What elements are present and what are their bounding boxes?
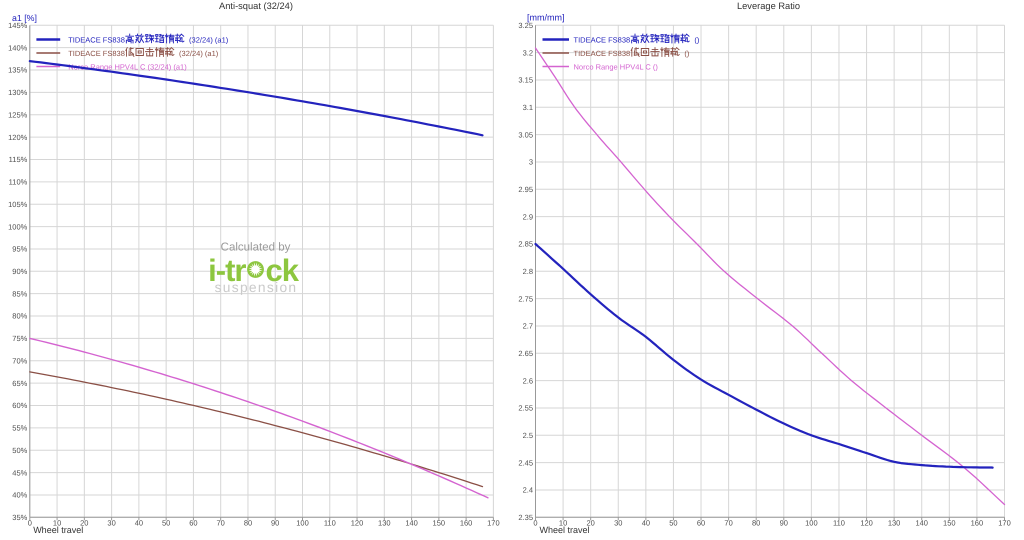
- svg-text:140%: 140%: [8, 43, 28, 52]
- svg-text:0: 0: [28, 519, 32, 528]
- svg-text:2.8: 2.8: [523, 267, 533, 276]
- svg-text:Anti-squat (32/24): Anti-squat (32/24): [219, 1, 293, 11]
- svg-text:100: 100: [296, 519, 309, 528]
- svg-text:45%: 45%: [12, 468, 27, 477]
- svg-text:2.9: 2.9: [523, 212, 533, 221]
- svg-text:TIDEACE FS838: TIDEACE FS838: [68, 35, 125, 44]
- svg-text:100: 100: [805, 519, 818, 528]
- svg-text:3.1: 3.1: [523, 103, 533, 112]
- svg-text:TIDEACE FS838: TIDEACE FS838: [574, 49, 631, 58]
- svg-text:40%: 40%: [12, 491, 27, 500]
- svg-text:2.75: 2.75: [518, 294, 533, 303]
- svg-text:3.2: 3.2: [523, 48, 533, 57]
- svg-text:150: 150: [943, 519, 956, 528]
- svg-text:(32/24) (a1): (32/24) (a1): [175, 49, 219, 58]
- svg-text:0: 0: [533, 519, 537, 528]
- svg-text:TIDEACE FS838: TIDEACE FS838: [68, 49, 125, 58]
- svg-text:2.4: 2.4: [523, 486, 533, 495]
- svg-text:50: 50: [669, 519, 677, 528]
- svg-text:a1 [%]: a1 [%]: [12, 13, 37, 23]
- svg-text:60: 60: [697, 519, 705, 528]
- svg-text:i-tr: i-tr: [208, 253, 246, 288]
- svg-text:70%: 70%: [12, 357, 27, 366]
- svg-text:50%: 50%: [12, 446, 27, 455]
- svg-text:2.35: 2.35: [518, 513, 533, 522]
- svg-text:ck: ck: [266, 253, 300, 288]
- svg-text:2.7: 2.7: [523, 322, 533, 331]
- svg-text:2.85: 2.85: [518, 240, 533, 249]
- svg-text:140: 140: [405, 519, 418, 528]
- svg-text:suspension: suspension: [215, 280, 298, 295]
- svg-text:50: 50: [162, 519, 170, 528]
- svg-text:TIDEACE FS838: TIDEACE FS838: [574, 35, 631, 44]
- svg-text:110: 110: [324, 519, 336, 528]
- svg-text:130: 130: [378, 519, 391, 528]
- svg-text:160: 160: [460, 519, 473, 528]
- svg-text:2.95: 2.95: [518, 185, 533, 194]
- svg-text:2.45: 2.45: [518, 458, 533, 467]
- svg-text:(): (): [680, 49, 690, 58]
- svg-text:2.65: 2.65: [518, 349, 533, 358]
- svg-text:120: 120: [351, 519, 364, 528]
- svg-text:80: 80: [244, 519, 252, 528]
- svg-text:2.5: 2.5: [523, 431, 533, 440]
- svg-text:75%: 75%: [12, 334, 27, 343]
- svg-text:2.6: 2.6: [523, 376, 533, 385]
- svg-text:55%: 55%: [12, 424, 27, 433]
- svg-text:135%: 135%: [8, 66, 28, 75]
- svg-text:Norco Range HPV4L C (): Norco Range HPV4L C (): [574, 62, 659, 71]
- svg-text:130: 130: [888, 519, 901, 528]
- svg-text:70: 70: [724, 519, 732, 528]
- svg-text:90%: 90%: [12, 267, 27, 276]
- svg-text:65%: 65%: [12, 379, 27, 388]
- svg-text:20: 20: [587, 519, 595, 528]
- svg-text:30: 30: [107, 519, 115, 528]
- svg-text:3: 3: [529, 158, 533, 167]
- svg-text:35%: 35%: [12, 513, 27, 522]
- svg-text:170: 170: [998, 519, 1011, 528]
- svg-text:145%: 145%: [8, 21, 28, 30]
- svg-text:Calculated by: Calculated by: [221, 242, 291, 254]
- svg-text:115%: 115%: [9, 155, 28, 164]
- svg-text:30: 30: [614, 519, 622, 528]
- svg-text:20: 20: [80, 519, 88, 528]
- svg-text:3.15: 3.15: [518, 76, 533, 85]
- svg-text:70: 70: [217, 519, 225, 528]
- svg-text:150: 150: [433, 519, 446, 528]
- svg-text:60%: 60%: [12, 401, 27, 410]
- svg-text:3.05: 3.05: [518, 130, 533, 139]
- svg-text:10: 10: [53, 519, 61, 528]
- svg-text:95%: 95%: [12, 245, 27, 254]
- svg-text:Wheel travel: Wheel travel: [33, 525, 83, 535]
- svg-text:160: 160: [971, 519, 984, 528]
- svg-text:3.25: 3.25: [518, 21, 533, 30]
- svg-text:170: 170: [487, 519, 500, 528]
- svg-text:Leverage Ratio: Leverage Ratio: [737, 1, 800, 11]
- svg-text:10: 10: [559, 519, 567, 528]
- svg-text:110%: 110%: [9, 178, 28, 187]
- svg-text:110: 110: [833, 519, 845, 528]
- svg-text:90: 90: [271, 519, 279, 528]
- svg-text:120%: 120%: [8, 133, 28, 142]
- svg-text:105%: 105%: [8, 200, 28, 209]
- svg-text:130%: 130%: [8, 88, 28, 97]
- svg-text:2.55: 2.55: [518, 404, 533, 413]
- svg-text:40: 40: [642, 519, 650, 528]
- svg-text:120: 120: [860, 519, 873, 528]
- svg-text:60: 60: [189, 519, 197, 528]
- svg-text:125%: 125%: [8, 111, 28, 120]
- svg-text:(): (): [690, 35, 700, 44]
- svg-text:85%: 85%: [12, 289, 27, 298]
- svg-text:Wheel travel: Wheel travel: [540, 525, 590, 535]
- svg-text:40: 40: [135, 519, 143, 528]
- svg-text:Norco Range HPV4L C (32/24) (a: Norco Range HPV4L C (32/24) (a1): [68, 62, 187, 71]
- svg-text:100%: 100%: [8, 222, 28, 231]
- svg-text:80%: 80%: [12, 312, 27, 321]
- svg-text:140: 140: [915, 519, 928, 528]
- svg-text:80: 80: [752, 519, 760, 528]
- svg-text:[mm/mm]: [mm/mm]: [527, 13, 565, 23]
- svg-text:(32/24) (a1): (32/24) (a1): [185, 35, 229, 44]
- svg-text:90: 90: [780, 519, 788, 528]
